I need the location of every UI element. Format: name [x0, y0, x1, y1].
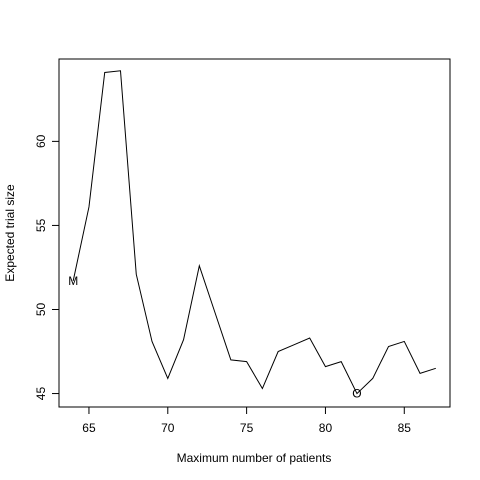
series-line: [72, 70, 436, 395]
x-tick-label: 70: [161, 421, 175, 435]
x-tick-label: 65: [82, 421, 96, 435]
x-tick-label: 85: [398, 421, 412, 435]
point-label: O: [352, 387, 361, 401]
y-axis: 45 50 55 60: [34, 134, 60, 401]
x-tick-label: 80: [319, 421, 333, 435]
point-label: M: [68, 274, 78, 288]
y-tick-label: 45: [34, 387, 48, 401]
series-layer: [72, 70, 436, 395]
y-tick-label: 55: [34, 218, 48, 232]
x-tick-label: 75: [240, 421, 254, 435]
y-axis-title: Expected trial size: [3, 184, 17, 282]
y-tick-label: 50: [34, 302, 48, 316]
x-axis-title: Maximum number of patients: [177, 451, 332, 465]
x-axis: 65 70 75 80 85: [82, 406, 412, 435]
annotation-layer: MO: [68, 274, 361, 401]
y-tick-label: 60: [34, 134, 48, 148]
plot-frame: [58, 58, 451, 408]
